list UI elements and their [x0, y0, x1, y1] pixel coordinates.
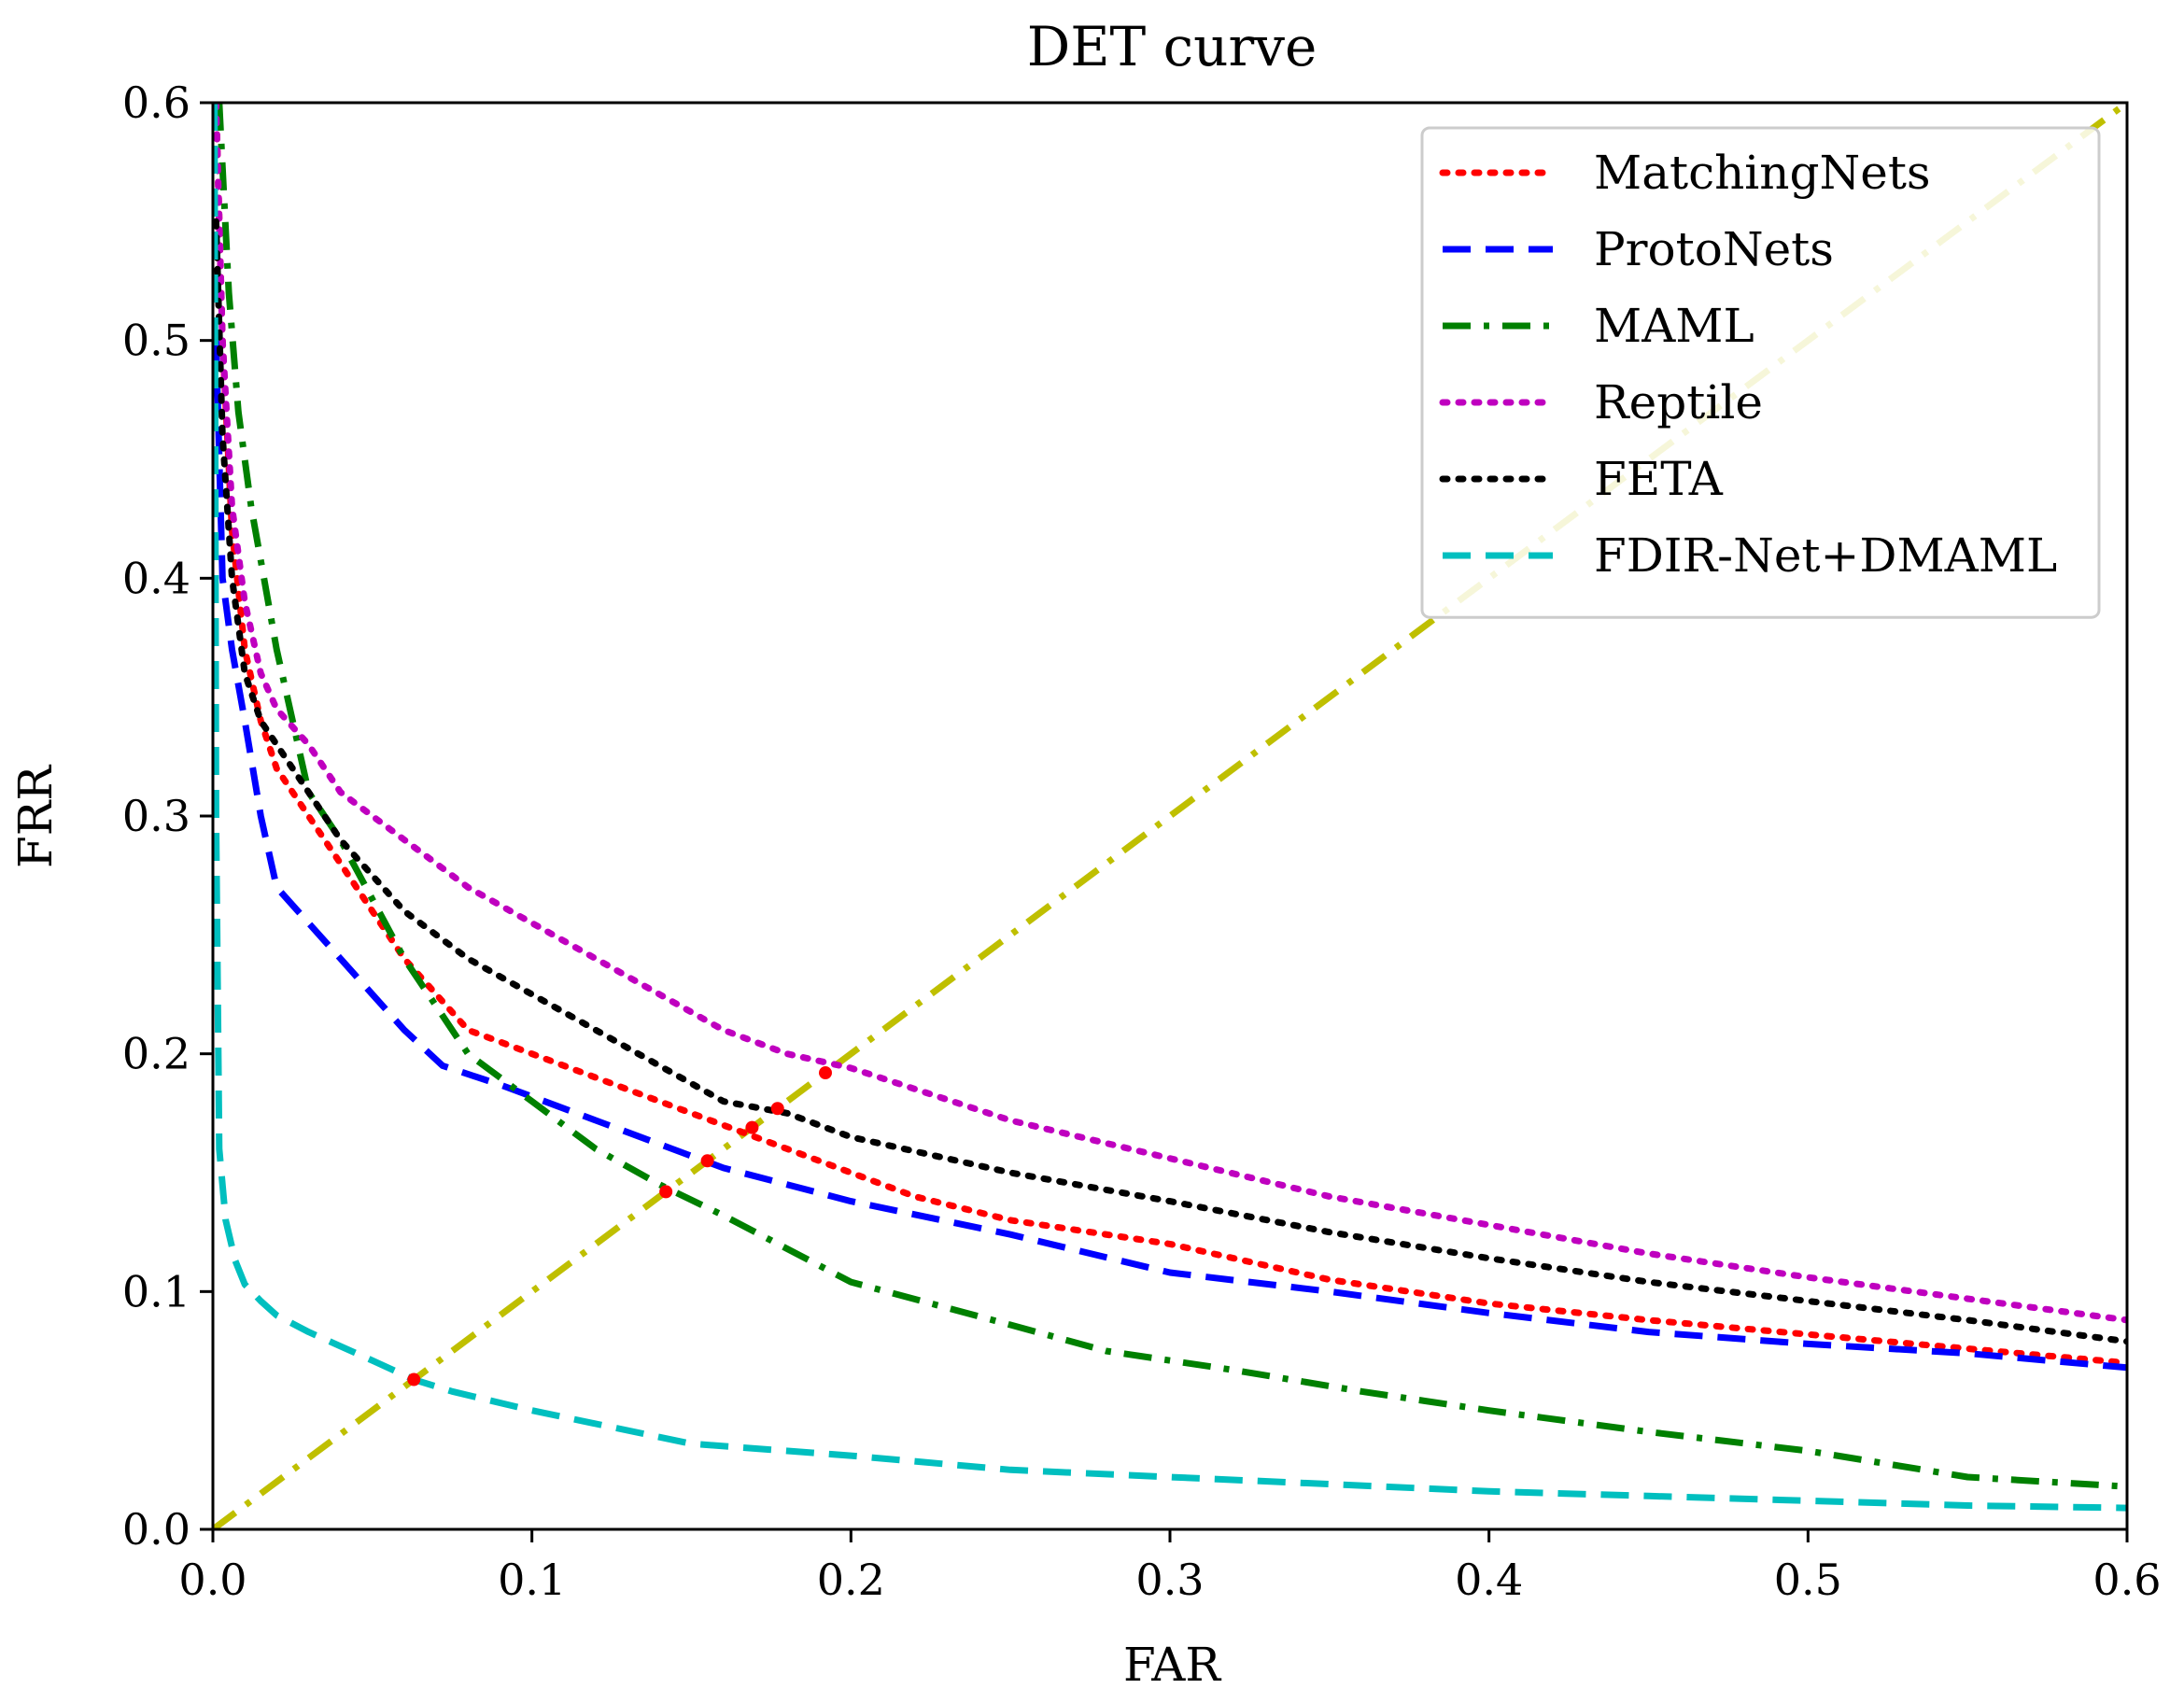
eer-point-maml [659, 1185, 673, 1199]
legend-label-protonets: ProtoNets [1594, 222, 1834, 276]
legend-label-feta: FETA [1594, 452, 1724, 506]
x-tick-label: 0.6 [2092, 1555, 2161, 1605]
y-tick-label: 0.6 [122, 77, 190, 128]
x-tick-label: 0.5 [1774, 1555, 1842, 1605]
series-line-reptile [213, 103, 2127, 1324]
y-axis: 0.0 0.1 0.2 0.3 0.4 0.5 0.6 [122, 77, 213, 1555]
y-axis-label: FRR [8, 765, 63, 868]
y-tick-label: 0.2 [122, 1029, 190, 1079]
x-tick-label: 0.2 [817, 1555, 885, 1605]
y-tick-label: 0.0 [122, 1504, 190, 1555]
legend-label-reptile: Reptile [1594, 375, 1763, 429]
chart-title: DET curve [1027, 15, 1317, 78]
y-tick-label: 0.3 [122, 791, 190, 841]
x-tick-label: 0.0 [178, 1555, 247, 1605]
legend-box [1420, 126, 2101, 619]
x-tick-label: 0.1 [498, 1555, 566, 1605]
eer-point-matchingnets [745, 1120, 759, 1134]
legend: MatchingNets ProtoNets MAML Reptile FETA FDIR… [1420, 126, 2101, 619]
eer-point-feta [770, 1102, 784, 1116]
x-tick-label: 0.3 [1135, 1555, 1204, 1605]
x-tick-label: 0.4 [1455, 1555, 1523, 1605]
y-tick-label: 0.5 [122, 316, 190, 366]
eer-point-fdir-net-dmaml [407, 1372, 421, 1386]
y-tick-label: 0.4 [122, 553, 190, 603]
x-axis-label: FAR [1123, 1638, 1221, 1692]
series-line-matchingnets [213, 103, 2127, 1367]
legend-label-matchingnets: MatchingNets [1594, 146, 1931, 200]
plot-frame [211, 101, 2129, 1531]
series-line-feta [213, 218, 2127, 1345]
x-axis: 0.0 0.1 0.2 0.3 0.4 0.5 0.6 [178, 1529, 2162, 1605]
series-line-protonets [213, 340, 2127, 1372]
eer-point-protonets [700, 1154, 714, 1168]
series-line-fdir-net-dmaml [213, 103, 2127, 1512]
y-tick-label: 0.1 [122, 1266, 190, 1316]
series-line-maml [216, 103, 2127, 1490]
eer-point-reptile [819, 1066, 832, 1080]
legend-label-maml: MAML [1594, 299, 1754, 353]
legend-label-fdir-net-dmaml: FDIR-Net+DMAML [1594, 528, 2057, 583]
